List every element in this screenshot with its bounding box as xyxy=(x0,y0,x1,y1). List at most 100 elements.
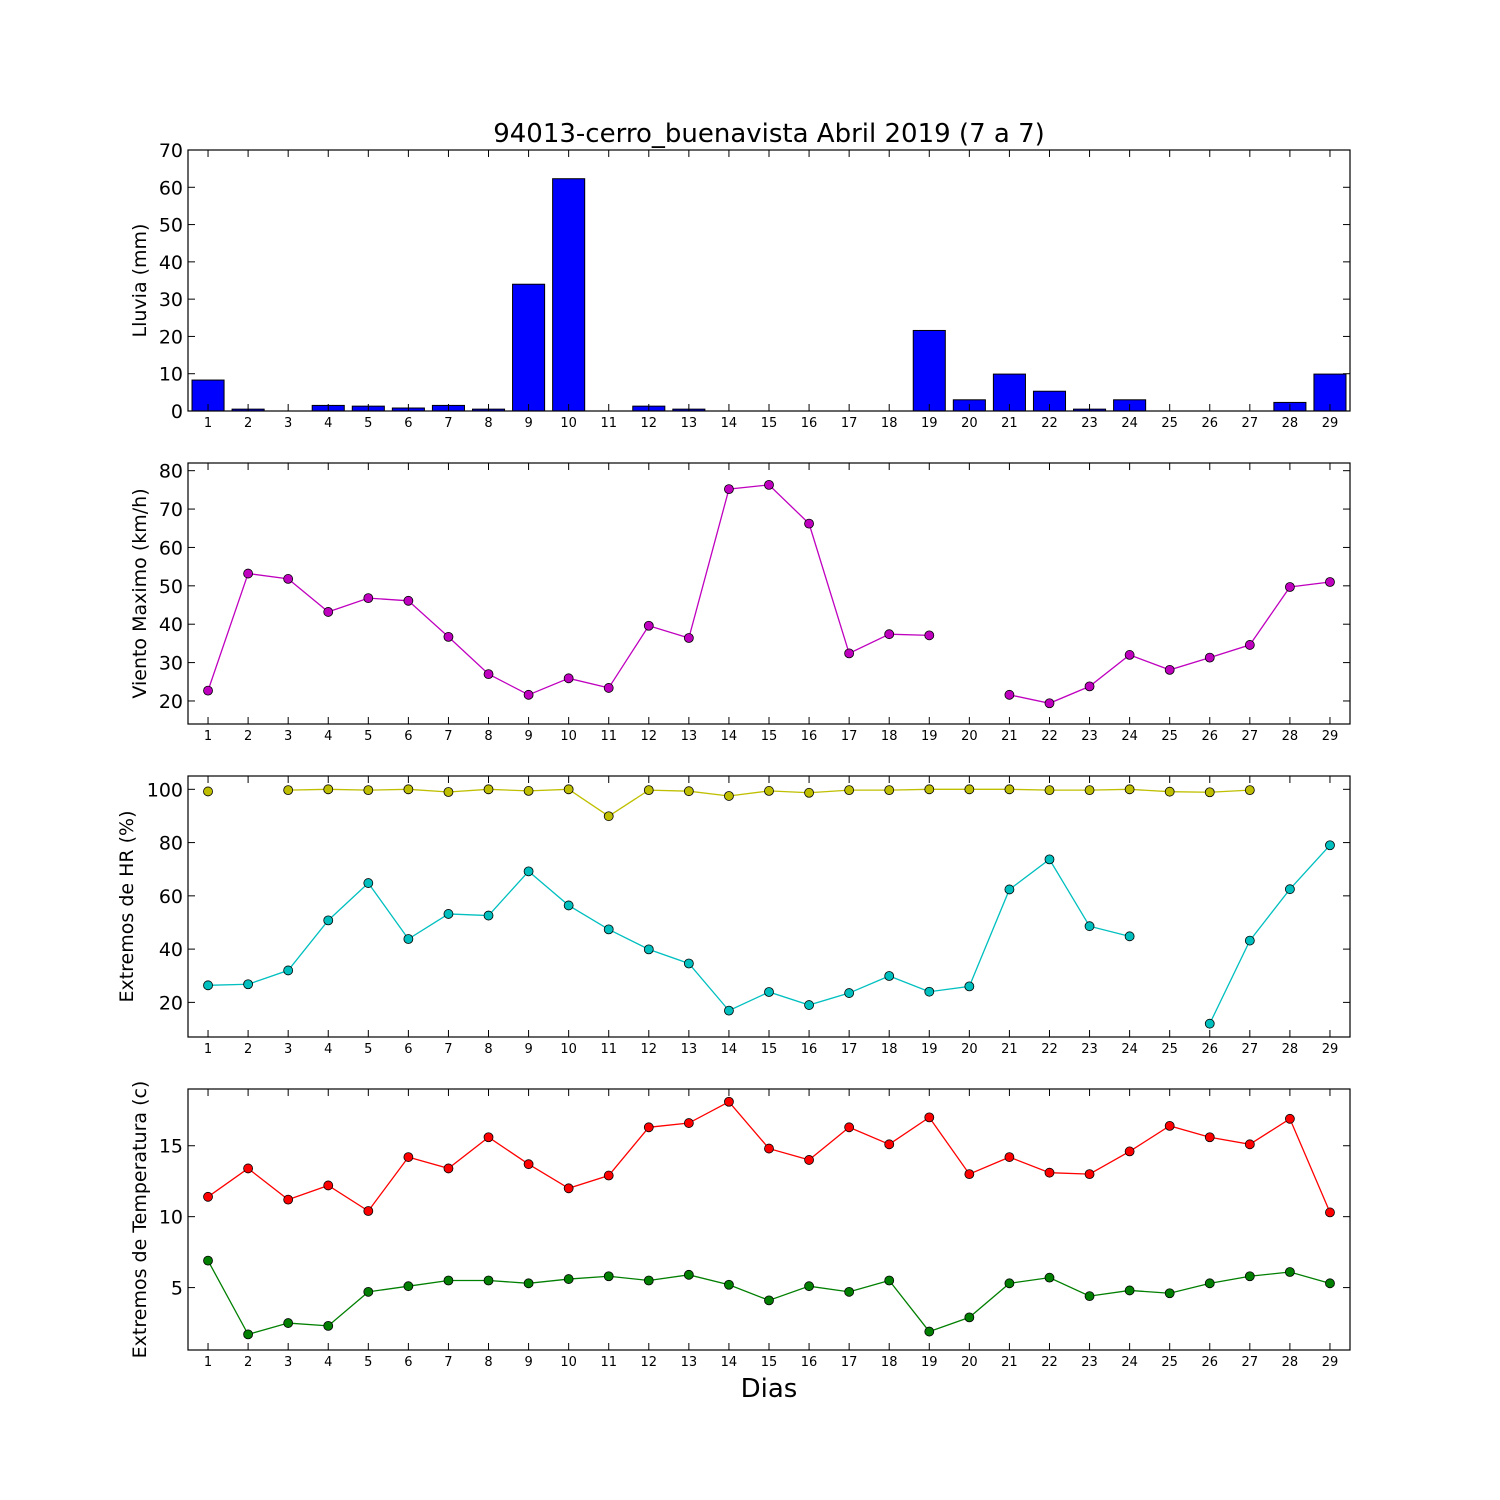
x-tick-label-17: 17 xyxy=(841,1042,858,1057)
series-1-point-day-7 xyxy=(443,909,454,919)
y-tick-label-30: 30 xyxy=(159,289,183,311)
x-tick-label-15: 15 xyxy=(761,729,778,744)
series-0-point-day-28 xyxy=(1285,1113,1295,1124)
x-tick-label-29: 29 xyxy=(1322,729,1339,744)
series-1-point-day-1 xyxy=(203,1255,213,1266)
series-0-point-day-23 xyxy=(1084,681,1095,692)
series-1-point-day-11 xyxy=(603,924,614,935)
x-tick-label-10: 10 xyxy=(560,1042,577,1057)
series-1-point-day-13 xyxy=(683,1269,694,1280)
x-tick-label-21: 21 xyxy=(1001,416,1018,431)
series-0-point-day-19 xyxy=(924,1112,935,1123)
y-tick-label-60: 60 xyxy=(159,886,183,908)
series-0-point-day-10 xyxy=(563,1183,574,1194)
y-tick-label-60: 60 xyxy=(159,177,183,199)
series-0-point-day-24 xyxy=(1124,650,1135,660)
y-tick-label-20: 20 xyxy=(159,992,183,1014)
series-0-point-day-14 xyxy=(724,791,734,801)
series-0-point-day-2 xyxy=(243,568,254,579)
bar-day-10 xyxy=(552,178,586,412)
x-tick-label-8: 8 xyxy=(484,416,492,431)
series-0-point-day-9 xyxy=(523,689,534,700)
x-tick-label-5: 5 xyxy=(364,1042,372,1057)
series-0-point-day-24 xyxy=(1124,1146,1135,1157)
x-tick-label-12: 12 xyxy=(641,729,658,744)
series-1-point-day-4 xyxy=(323,915,334,926)
series-0-point-day-17 xyxy=(844,785,855,796)
series-1-point-day-10 xyxy=(563,900,574,911)
x-tick-label-24: 24 xyxy=(1121,1042,1138,1057)
x-tick-label-25: 25 xyxy=(1161,729,1178,744)
x-tick-label-17: 17 xyxy=(841,729,858,744)
x-tick-label-12: 12 xyxy=(641,416,658,431)
x-tick-label-16: 16 xyxy=(801,1355,818,1370)
series-0-point-day-10 xyxy=(563,673,574,684)
x-tick-label-14: 14 xyxy=(721,1355,738,1370)
y-tick-label-0: 0 xyxy=(171,401,183,423)
series-0-point-day-14 xyxy=(724,484,734,495)
y-axis-label: Extremos de HR (%) xyxy=(116,810,138,1002)
x-tick-label-16: 16 xyxy=(801,1042,818,1057)
series-1-point-day-28 xyxy=(1285,884,1295,895)
y-tick-label-20: 20 xyxy=(159,326,183,348)
series-0-point-day-7 xyxy=(443,631,454,642)
series-0-point-day-12 xyxy=(643,1122,654,1133)
series-0-point-day-4 xyxy=(323,784,334,795)
x-tick-label-28: 28 xyxy=(1282,1042,1299,1057)
x-tick-label-12: 12 xyxy=(641,1042,658,1057)
x-tick-label-21: 21 xyxy=(1001,1355,1018,1370)
x-tick-label-28: 28 xyxy=(1282,416,1299,431)
x-tick-label-2: 2 xyxy=(244,729,252,744)
series-1-line-1 xyxy=(1209,844,1331,1024)
x-tick-label-3: 3 xyxy=(284,729,292,744)
series-0-point-day-20 xyxy=(964,1169,975,1180)
bar-day-19 xyxy=(912,329,946,412)
series-0-point-day-11 xyxy=(603,811,614,822)
x-tick-label-5: 5 xyxy=(364,729,372,744)
x-tick-label-3: 3 xyxy=(284,416,292,431)
x-tick-label-2: 2 xyxy=(244,1042,252,1057)
series-0-point-day-13 xyxy=(683,1118,694,1128)
series-1-point-day-23 xyxy=(1084,921,1095,932)
x-tick-label-21: 21 xyxy=(1001,729,1018,744)
series-0-point-day-2 xyxy=(243,1163,254,1174)
y-tick-label-80: 80 xyxy=(159,461,183,483)
series-0-point-day-5 xyxy=(363,1206,374,1216)
series-1-point-day-23 xyxy=(1084,1291,1095,1301)
x-tick-label-22: 22 xyxy=(1041,416,1058,431)
x-tick-label-6: 6 xyxy=(404,729,412,744)
x-tick-label-27: 27 xyxy=(1242,1355,1259,1370)
x-tick-label-5: 5 xyxy=(364,1355,372,1370)
series-0-point-day-8 xyxy=(483,784,494,795)
y-tick-label-15: 15 xyxy=(159,1136,183,1158)
series-1-point-day-8 xyxy=(483,910,494,921)
x-tick-label-4: 4 xyxy=(324,729,332,744)
x-tick-label-6: 6 xyxy=(404,1042,412,1057)
x-tick-label-13: 13 xyxy=(681,416,698,431)
series-1-point-day-12 xyxy=(643,944,654,955)
x-tick-label-29: 29 xyxy=(1322,1042,1339,1057)
series-0-point-day-17 xyxy=(844,648,855,659)
bar-day-9 xyxy=(512,283,546,412)
x-tick-label-2: 2 xyxy=(244,416,252,431)
series-1-point-day-16 xyxy=(804,1281,814,1292)
x-tick-label-19: 19 xyxy=(921,1042,938,1057)
series-0-point-day-4 xyxy=(323,607,334,617)
series-1-point-day-5 xyxy=(363,1286,374,1297)
series-1-point-day-22 xyxy=(1044,1272,1055,1283)
series-0-point-day-27 xyxy=(1244,785,1255,796)
chart-title: 94013-cerro_buenavista Abril 2019 (7 a 7… xyxy=(493,119,1045,149)
x-tick-label-14: 14 xyxy=(721,729,738,744)
x-tick-label-23: 23 xyxy=(1081,1355,1098,1370)
x-tick-label-16: 16 xyxy=(801,416,818,431)
x-tick-label-11: 11 xyxy=(600,1042,617,1057)
series-0-point-day-15 xyxy=(764,1143,774,1154)
x-tick-label-1: 1 xyxy=(204,1042,212,1057)
series-0-point-day-6 xyxy=(403,784,414,795)
series-1-point-day-24 xyxy=(1124,931,1135,942)
x-tick-label-9: 9 xyxy=(524,416,532,431)
series-0-point-day-1 xyxy=(203,1191,213,1202)
series-1-point-day-28 xyxy=(1285,1267,1295,1277)
x-tick-label-1: 1 xyxy=(204,416,212,431)
x-tick-label-9: 9 xyxy=(524,729,532,744)
